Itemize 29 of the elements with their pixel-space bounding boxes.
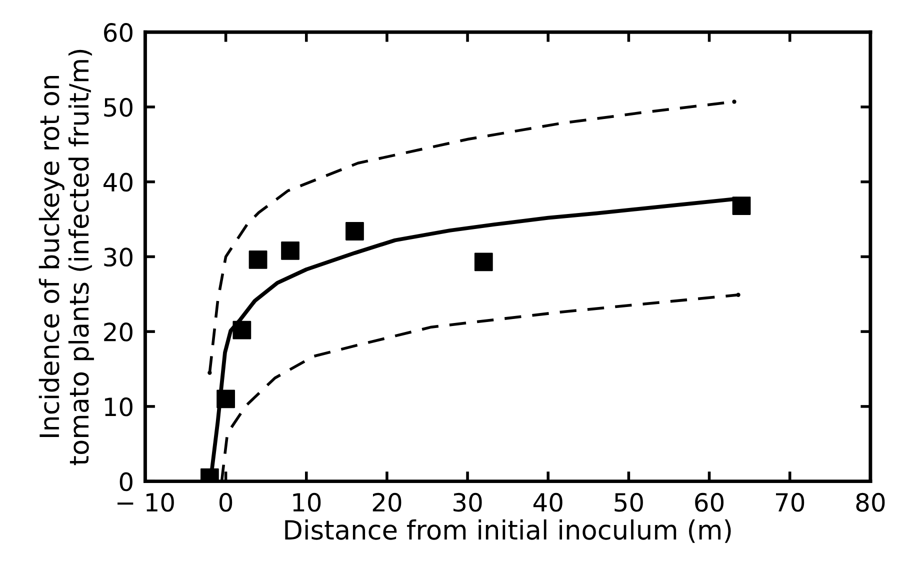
x-tick-label: 30 — [454, 492, 482, 512]
point — [736, 292, 740, 297]
y-tick-label: 0 — [120, 472, 132, 492]
x-axis-title: Distance from initial inoculum (m) — [285, 519, 731, 543]
x-tick-label: 0 — [219, 492, 232, 512]
x-tick-label: 80 — [856, 492, 885, 512]
point — [208, 370, 212, 375]
y-tick-label: 10 — [105, 397, 132, 416]
y-tick-label: 60 — [104, 23, 132, 42]
x-tick-label: 60 — [695, 492, 724, 512]
x-tick-label: − 10 — [118, 492, 174, 512]
point — [732, 100, 736, 104]
point — [248, 250, 268, 269]
point — [346, 222, 364, 240]
x-tick-label: 40 — [533, 492, 562, 512]
point — [281, 242, 300, 260]
y-tick-label: 40 — [104, 172, 132, 192]
y-tick-label: 30 — [104, 248, 132, 267]
y-tick-label: 50 — [104, 98, 132, 117]
y-tick-label: 20 — [104, 322, 132, 342]
x-tick-label: 50 — [614, 492, 643, 512]
x-tick-label: 20 — [372, 492, 402, 512]
point — [732, 196, 751, 215]
x-tick-label: 70 — [776, 492, 804, 512]
x-tick-label: 10 — [293, 492, 321, 512]
point — [232, 320, 252, 340]
point — [474, 252, 493, 272]
point — [216, 390, 235, 408]
y-axis-title: Incidence of buckeye rot on tomato plants (infected fruit/m) — [38, 50, 94, 466]
